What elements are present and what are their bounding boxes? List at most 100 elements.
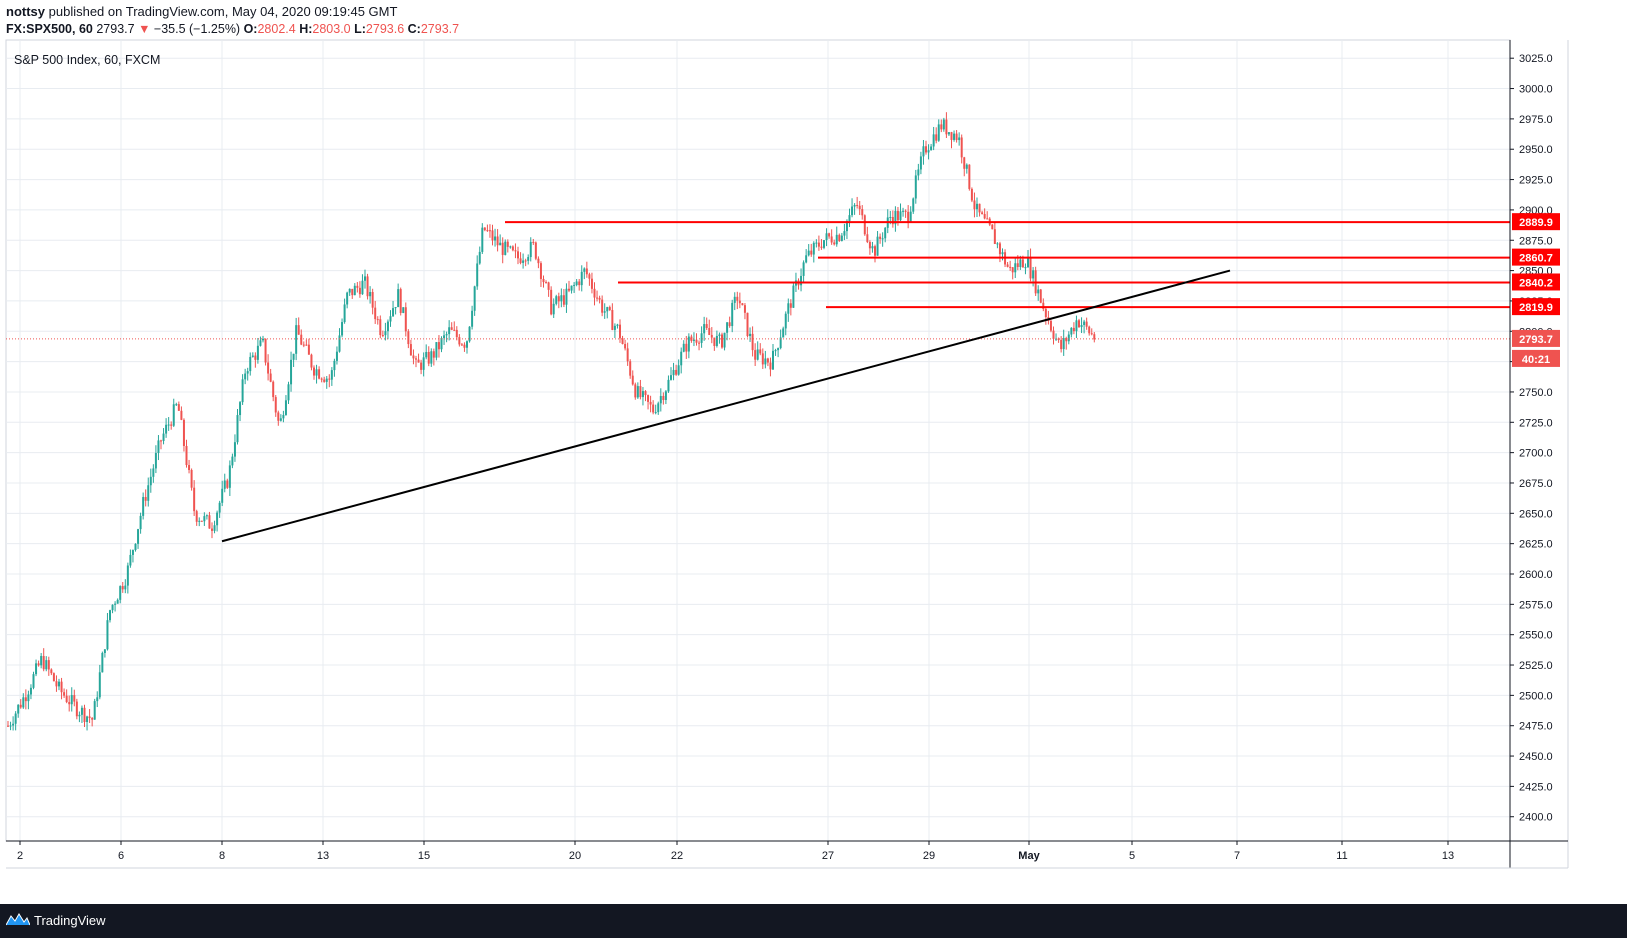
candle-body bbox=[175, 404, 178, 406]
price-axis[interactable]: 2400.0 2425.0 2450.0 2475.0 2500.0 2525.0 2550… bbox=[1509, 40, 1569, 868]
candle-body bbox=[251, 355, 254, 357]
candle-body bbox=[417, 359, 420, 363]
candle-body bbox=[603, 311, 606, 313]
trendline[interactable] bbox=[221, 269, 1231, 543]
time-axis[interactable]: 2 6 8 13 15 20 22 27 29 May 5 7 11 13 bbox=[6, 840, 1568, 869]
candle-body bbox=[177, 404, 180, 411]
candle-body bbox=[381, 335, 384, 337]
candle-body bbox=[369, 292, 372, 297]
author-name[interactable]: nottsy bbox=[6, 4, 45, 19]
candle-body bbox=[167, 424, 170, 426]
y-tick-label: 3025.0 bbox=[1519, 53, 1553, 65]
candle-body bbox=[1088, 326, 1091, 334]
candle-body bbox=[891, 217, 894, 225]
candle-body bbox=[386, 321, 389, 332]
change-arrow-icon: ▼ bbox=[138, 22, 151, 36]
candle-body bbox=[1052, 330, 1055, 339]
candle-body bbox=[879, 236, 882, 239]
candle-body bbox=[149, 476, 152, 486]
y-tick-label: 2725.0 bbox=[1519, 417, 1553, 429]
candle-body bbox=[341, 322, 344, 336]
candle-body bbox=[259, 340, 262, 346]
candle-body bbox=[953, 133, 956, 140]
candle-body bbox=[619, 324, 621, 339]
candle-body bbox=[743, 305, 746, 313]
candle-body bbox=[858, 205, 861, 210]
candle-body bbox=[1039, 289, 1042, 303]
candle-body bbox=[93, 701, 96, 720]
candle-body bbox=[374, 307, 377, 320]
candle-body bbox=[486, 230, 489, 232]
candle-body bbox=[789, 303, 792, 308]
candle-body bbox=[208, 515, 211, 529]
candle-body bbox=[580, 271, 583, 286]
candle-body bbox=[573, 284, 576, 286]
candle-body bbox=[721, 334, 723, 348]
plot-area[interactable] bbox=[5, 39, 1511, 842]
candle-body bbox=[12, 723, 15, 726]
candle-body bbox=[1014, 263, 1017, 273]
candle-body bbox=[445, 334, 448, 336]
candle-body bbox=[412, 355, 415, 359]
candle-body bbox=[562, 295, 565, 305]
candle-body bbox=[922, 146, 925, 157]
candle-body bbox=[749, 333, 752, 337]
trendline-drawing[interactable] bbox=[221, 269, 1231, 543]
candle-body bbox=[782, 328, 785, 338]
candle-body bbox=[894, 210, 897, 225]
candle-body bbox=[807, 250, 810, 256]
candle-body bbox=[137, 529, 140, 544]
countdown-label: 40:21 bbox=[1522, 354, 1550, 366]
candle-body bbox=[1044, 308, 1047, 318]
x-tick-label: 7 bbox=[1234, 850, 1240, 862]
candle-body bbox=[511, 246, 514, 251]
candle-body bbox=[925, 146, 927, 153]
candle-body bbox=[958, 137, 961, 141]
candle-body bbox=[488, 230, 491, 232]
candle-body bbox=[162, 433, 165, 442]
candle-body bbox=[407, 331, 410, 345]
candle-body bbox=[1083, 321, 1086, 326]
candle-body bbox=[845, 220, 848, 232]
candle-body bbox=[397, 289, 400, 308]
candle-body bbox=[27, 694, 30, 702]
candle-body bbox=[356, 285, 359, 288]
candle-body bbox=[249, 356, 252, 372]
y-tick-label: 2700.0 bbox=[1519, 448, 1553, 460]
candle-body bbox=[315, 369, 318, 376]
last-price-readout: 2793.7 bbox=[96, 22, 135, 36]
candle-body bbox=[927, 150, 930, 153]
candle-body bbox=[754, 350, 757, 360]
candle-body bbox=[682, 343, 685, 352]
candle-body bbox=[945, 119, 948, 135]
support-resistance-levels[interactable] bbox=[6, 221, 1510, 340]
candle-body bbox=[58, 681, 60, 687]
candle-body bbox=[279, 418, 282, 421]
candle-body bbox=[124, 585, 127, 590]
series-legend[interactable]: S&P 500 Index, 60, FXCM bbox=[14, 53, 161, 67]
candle-body bbox=[460, 344, 463, 346]
candle-body bbox=[37, 663, 40, 666]
candle-body bbox=[779, 337, 782, 349]
countdown-tag bbox=[1512, 349, 1560, 367]
candle-body bbox=[274, 397, 277, 413]
candle-body bbox=[685, 343, 688, 352]
candle-body bbox=[817, 242, 820, 247]
candle-body bbox=[840, 235, 843, 241]
x-tick-label: 8 bbox=[219, 850, 225, 862]
candle-body bbox=[394, 307, 397, 309]
candle-body bbox=[244, 373, 247, 380]
candle-body bbox=[741, 303, 744, 306]
candle-body bbox=[524, 260, 527, 262]
tradingview-brand[interactable]: TradingView bbox=[34, 913, 106, 928]
candle-body bbox=[471, 310, 474, 327]
candle-body bbox=[320, 378, 323, 380]
y-tick-label: 2875.0 bbox=[1519, 235, 1553, 247]
price-chart[interactable]: 2400.0 2425.0 2450.0 2475.0 2500.0 2525.0 2550… bbox=[0, 0, 1627, 904]
candle-body bbox=[371, 292, 374, 308]
candle-body bbox=[98, 672, 101, 698]
candle-body bbox=[476, 263, 479, 287]
y-tick-label: 2650.0 bbox=[1519, 508, 1553, 520]
candle-body bbox=[937, 124, 940, 141]
y-tick-label: 2975.0 bbox=[1519, 114, 1553, 126]
